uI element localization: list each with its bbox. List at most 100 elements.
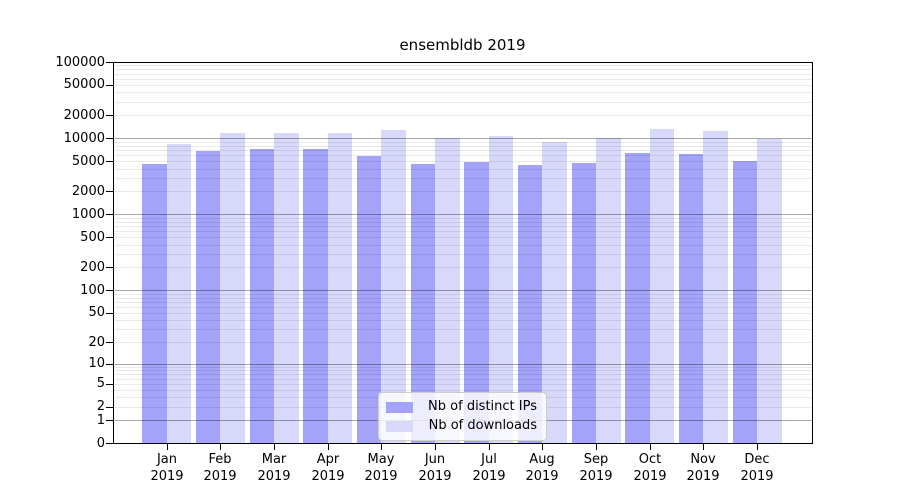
- y-tick-mark: [106, 191, 113, 192]
- x-tick-label: Oct 2019: [620, 451, 680, 485]
- minor-gridline: [113, 85, 812, 86]
- y-tick-mark: [106, 138, 113, 139]
- legend: Nb of distinct IPs Nb of downloads: [378, 392, 547, 441]
- bar-downloads: [166, 144, 192, 443]
- legend-label: Nb of distinct IPs: [428, 399, 537, 414]
- bar-downloads: [703, 131, 728, 443]
- x-tick-year: 2019: [472, 469, 506, 484]
- bar-downloads: [542, 141, 567, 443]
- x-tick-month: Feb: [208, 452, 232, 467]
- x-tick-year: 2019: [686, 469, 720, 484]
- y-tick-mark: [106, 364, 113, 365]
- y-tick-mark: [106, 115, 113, 116]
- x-tick-month: Jun: [424, 452, 446, 467]
- bar-distinct-ips: [303, 149, 328, 443]
- minor-gridline: [113, 74, 812, 75]
- legend-item-distinct-ips: Nb of distinct IPs: [386, 400, 537, 414]
- x-tick-mark: [489, 443, 490, 450]
- y-tick-label: 0: [96, 436, 105, 451]
- x-tick-mark: [435, 443, 436, 450]
- y-tick-label: 20000: [63, 108, 105, 123]
- minor-gridline: [113, 92, 812, 93]
- x-tick-mark: [167, 443, 168, 450]
- x-tick-month: Nov: [690, 452, 716, 467]
- x-tick-month: Apr: [316, 452, 340, 467]
- y-tick-label: 5: [96, 376, 105, 391]
- x-tick-month: May: [367, 452, 395, 467]
- x-tick-year: 2019: [311, 469, 345, 484]
- y-tick-label: 500: [80, 230, 105, 245]
- bar-downloads: [649, 129, 675, 443]
- legend-item-downloads: Nb of downloads: [386, 419, 537, 433]
- y-tick-mark: [106, 443, 113, 444]
- x-tick-month: Aug: [529, 452, 555, 467]
- x-tick-year: 2019: [203, 469, 237, 484]
- y-tick-mark: [106, 313, 113, 314]
- x-tick-year: 2019: [418, 469, 452, 484]
- x-tick-month: Sep: [583, 452, 609, 467]
- bar-downloads: [381, 130, 406, 443]
- x-tick-month: Jul: [481, 452, 497, 467]
- legend-label: Nb of downloads: [428, 418, 537, 433]
- x-tick-mark: [220, 443, 221, 450]
- y-tick-label: 100: [80, 283, 105, 298]
- bar-distinct-ips: [356, 155, 382, 443]
- x-tick-label: Jun 2019: [405, 451, 465, 485]
- y-tick-label: 50000: [63, 77, 105, 92]
- bar-distinct-ips: [195, 151, 221, 443]
- x-tick-mark: [542, 443, 543, 450]
- x-tick-label: Sep 2019: [566, 451, 626, 485]
- x-tick-year: 2019: [150, 469, 184, 484]
- chart-title: ensembldb 2019: [399, 36, 526, 54]
- y-tick-mark: [106, 267, 113, 268]
- y-tick-mark: [106, 62, 113, 63]
- minor-gridline: [113, 79, 812, 80]
- bar-distinct-ips: [732, 160, 757, 443]
- bar-distinct-ips: [571, 163, 596, 443]
- x-tick-label: May 2019: [351, 451, 411, 485]
- y-tick-mark: [106, 161, 113, 162]
- x-tick-year: 2019: [525, 469, 559, 484]
- x-tick-mark: [381, 443, 382, 450]
- x-tick-month: Oct: [638, 452, 662, 467]
- y-tick-label: 2: [96, 399, 105, 414]
- y-tick-mark: [106, 407, 113, 408]
- y-tick-label: 1: [96, 413, 105, 428]
- x-tick-year: 2019: [364, 469, 398, 484]
- x-tick-year: 2019: [740, 469, 774, 484]
- bar-downloads: [327, 132, 353, 443]
- x-tick-label: Mar 2019: [244, 451, 304, 485]
- x-tick-label: Jul 2019: [459, 451, 519, 485]
- y-tick-label: 20: [88, 335, 105, 350]
- x-tick-label: Jan 2019: [137, 451, 197, 485]
- y-tick-label: 200: [80, 260, 105, 275]
- y-tick-mark: [106, 342, 113, 343]
- x-tick-label: Apr 2019: [298, 451, 358, 485]
- y-tick-label: 10000: [63, 131, 105, 146]
- x-tick-month: Jan: [156, 452, 178, 467]
- x-tick-mark: [703, 443, 704, 450]
- y-tick-mark: [106, 85, 113, 86]
- minor-gridline: [113, 69, 812, 70]
- x-tick-mark: [650, 443, 651, 450]
- y-tick-label: 100000: [55, 55, 105, 70]
- x-tick-mark: [328, 443, 329, 450]
- minor-gridline: [113, 115, 812, 116]
- y-tick-label: 5000: [71, 154, 105, 169]
- x-tick-mark: [757, 443, 758, 450]
- x-tick-label: Nov 2019: [673, 451, 733, 485]
- bar-distinct-ips: [249, 149, 274, 443]
- bar-downloads: [220, 133, 245, 443]
- x-tick-label: Dec 2019: [727, 451, 787, 485]
- y-tick-mark: [106, 237, 113, 238]
- y-tick-mark: [106, 384, 113, 385]
- x-tick-mark: [274, 443, 275, 450]
- y-tick-label: 50: [88, 305, 105, 320]
- bar-distinct-ips: [625, 152, 650, 443]
- y-tick-mark: [106, 420, 113, 421]
- distinct-ips-swatch-icon: [386, 401, 413, 413]
- x-tick-label: Aug 2019: [512, 451, 572, 485]
- x-tick-label: Feb 2019: [190, 451, 250, 485]
- y-tick-label: 2000: [71, 184, 105, 199]
